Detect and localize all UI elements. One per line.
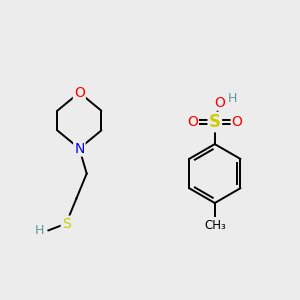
Text: O: O	[214, 96, 226, 110]
Text: N: N	[74, 142, 85, 155]
Text: O: O	[231, 115, 242, 129]
Text: O: O	[187, 115, 198, 129]
Text: H: H	[34, 224, 44, 237]
Text: O: O	[74, 85, 85, 100]
Text: S: S	[62, 217, 70, 231]
Text: H: H	[228, 92, 237, 105]
Text: S: S	[209, 113, 221, 131]
Text: CH₃: CH₃	[204, 219, 226, 232]
